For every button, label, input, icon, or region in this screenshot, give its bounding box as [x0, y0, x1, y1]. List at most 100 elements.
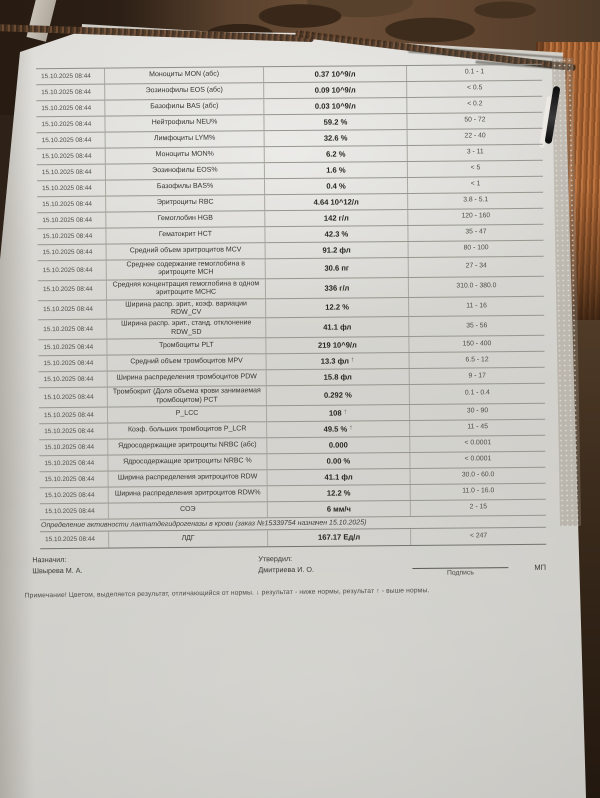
cell-result: 4.64 10^12/л	[265, 193, 409, 211]
cell-name: Средний объем эритроцитов MCV	[105, 243, 266, 260]
cell-ref: < 1	[470, 180, 481, 188]
cell-result: 219 10^9/л	[266, 337, 410, 354]
cell-result: 30.6 пг	[265, 257, 409, 278]
cell-date: 15.10.2025 08:44	[44, 491, 95, 499]
cell-date: 15.10.2025 08:44	[43, 359, 94, 367]
cell-result: 91.2 фл	[265, 241, 409, 259]
cell-name: Ширина распределения эритроцитов RDW	[107, 470, 268, 487]
approved-by-block: Утвердил: Дмитриева И. О.	[258, 553, 314, 576]
cell-name: ЛДГ	[108, 530, 269, 548]
cell-date: 15.10.2025 08:44	[42, 266, 93, 274]
cell-result: 108 ↑	[266, 404, 411, 422]
cell-result: 59.2 %	[264, 113, 408, 131]
approved-label: Утвердил:	[258, 553, 293, 564]
stamp-placeholder: МП	[534, 562, 547, 572]
cell-ref: < 0.5	[467, 84, 483, 92]
cell-name: Тромбоциты PLT	[106, 338, 267, 355]
cell-result: 336 г/л	[265, 277, 410, 298]
report-footer: Назначил: Швырева М. А. Утвердил: Дмитри…	[25, 550, 547, 624]
results-table: 15.10.2025 08:44 Моноциты MON (абс) 0.37 1…	[36, 63, 546, 521]
cell-name: СОЭ	[107, 502, 268, 519]
cell-name: Ширина распределения эритроцитов RDW%	[107, 486, 268, 503]
cell-date: 15.10.2025 08:44	[44, 507, 95, 515]
footnote: Примечание! Цветом, выделяется результат…	[24, 587, 430, 600]
cell-date: 15.10.2025 08:44	[42, 216, 93, 224]
cell-ref: 11 - 45	[467, 423, 489, 431]
cell-ref: 50 - 72	[464, 116, 486, 124]
cell-name: Эозинофилы EOS (абс)	[104, 83, 265, 100]
cell-date: 15.10.2025 08:44	[41, 104, 92, 112]
cell-name: Средний объем тромбоцитов MPV	[106, 354, 267, 371]
assigned-label: Назначил:	[32, 554, 67, 565]
abnormal-up-arrow-icon: ↑	[349, 424, 353, 432]
cell-date: 15.10.2025 08:44	[44, 411, 94, 419]
cell-name: Тромбокрит (Доля объема крови занимаемая…	[106, 386, 267, 407]
cell-ref: 310.0 - 380.0	[456, 282, 497, 290]
cell-date: 15.10.2025 08:44	[41, 152, 92, 160]
cell-ref: 27 - 34	[465, 262, 487, 270]
abnormal-up-arrow-icon: ↑	[343, 408, 348, 416]
cell-ref: 11.0 - 16.0	[462, 487, 495, 495]
cell-ref: < 0.0001	[464, 439, 492, 447]
cell-name: Моноциты MON%	[104, 147, 265, 164]
cell-result: 0.292 %	[266, 385, 410, 406]
cell-ref: < 0.2	[467, 100, 483, 108]
cell-result: 0.00 %	[267, 452, 411, 470]
cell-name: Базофилы BAS (абс)	[104, 99, 265, 116]
cell-ref: 150 - 400	[462, 339, 492, 348]
cell-date: 15.10.2025 08:44	[42, 248, 93, 256]
cell-ref: 0.1 - 1	[464, 68, 485, 76]
cell-name: Средняя концентрация гемоглобина в одном…	[105, 278, 267, 300]
cell-result: 0.37 10^9/л	[264, 65, 408, 83]
cell-date: 15.10.2025 08:44	[45, 535, 95, 544]
table-row: 15.10.2025 08:44 ЛДГ 167.17 Ед/л < 247	[40, 528, 546, 548]
lab-report-document: 15.10.2025 08:44 Моноциты MON (абс) 0.37 1…	[25, 63, 547, 624]
cell-result: 0.09 10^9/л	[264, 81, 408, 99]
cell-name: Эозинофилы EOS%	[104, 163, 265, 180]
cell-result: 0.03 10^9/л	[264, 97, 408, 115]
approved-name: Дмитриева И. О.	[258, 564, 315, 575]
cell-ref: 30 - 90	[466, 407, 489, 415]
cell-date: 15.10.2025 08:44	[41, 120, 92, 128]
cell-name: Гемоглобин HGB	[105, 211, 266, 228]
cell-ref: < 247	[469, 532, 488, 540]
cell-name: Коэф. больших тромбоцитов P_LCR	[107, 422, 268, 439]
cell-name: Ядросодержащие эритроциты NRBC (абс)	[107, 438, 268, 455]
cell-result: 32.6 %	[264, 129, 408, 147]
cell-ref: 120 - 160	[461, 212, 491, 220]
cell-result: 13.3 фл ↑	[266, 353, 410, 370]
cell-result: 42.3 %	[265, 225, 409, 243]
cell-result: 167.17 Ед/л	[268, 528, 412, 547]
cell-result: 6.2 %	[264, 145, 408, 163]
cell-ref: 30.0 - 60.0	[461, 471, 495, 479]
cell-name: Моноциты MON (абс)	[104, 67, 265, 84]
cell-ref: < 0.0001	[464, 455, 492, 463]
cell-ref: 2 - 15	[469, 503, 488, 511]
cell-ref: 80 - 100	[463, 244, 489, 252]
cell-date: 15.10.2025 08:44	[42, 286, 93, 294]
cell-ref: 3.8 - 5.1	[463, 196, 489, 204]
cell-name: Базофилы BAS%	[104, 179, 266, 196]
cell-name: Ширина распр. эрит., коэф. вариации RDW_…	[106, 298, 267, 319]
cell-result: 41.1 фл	[267, 468, 411, 486]
cell-ref: 35 - 56	[466, 321, 488, 330]
cell-date: 15.10.2025 08:44	[41, 136, 92, 144]
cell-date: 15.10.2025 08:44	[43, 325, 94, 334]
cell-ref: < 5	[470, 164, 481, 172]
cell-ref: 0.1 - 0.4	[464, 389, 490, 397]
cell-date: 15.10.2025 08:44	[42, 200, 92, 208]
cell-result: 0.4 %	[264, 177, 409, 195]
cell-result: 0.000	[267, 436, 411, 454]
cell-date: 15.10.2025 08:44	[42, 184, 92, 192]
cell-name: Гематокрит HCT	[105, 227, 266, 244]
cell-date: 15.10.2025 08:44	[42, 232, 93, 240]
abnormal-up-arrow-icon: ↑	[350, 356, 355, 364]
cell-name: Ядросодержащие эритроциты NRBC %	[107, 454, 268, 471]
cell-name: Эритроциты RBC	[105, 195, 266, 212]
cell-date: 15.10.2025 08:44	[43, 375, 94, 383]
cell-name: P_LCC	[106, 406, 268, 423]
assigned-name: Швырева М. А.	[32, 565, 83, 576]
cell-result: 41.1 фл	[266, 317, 410, 338]
